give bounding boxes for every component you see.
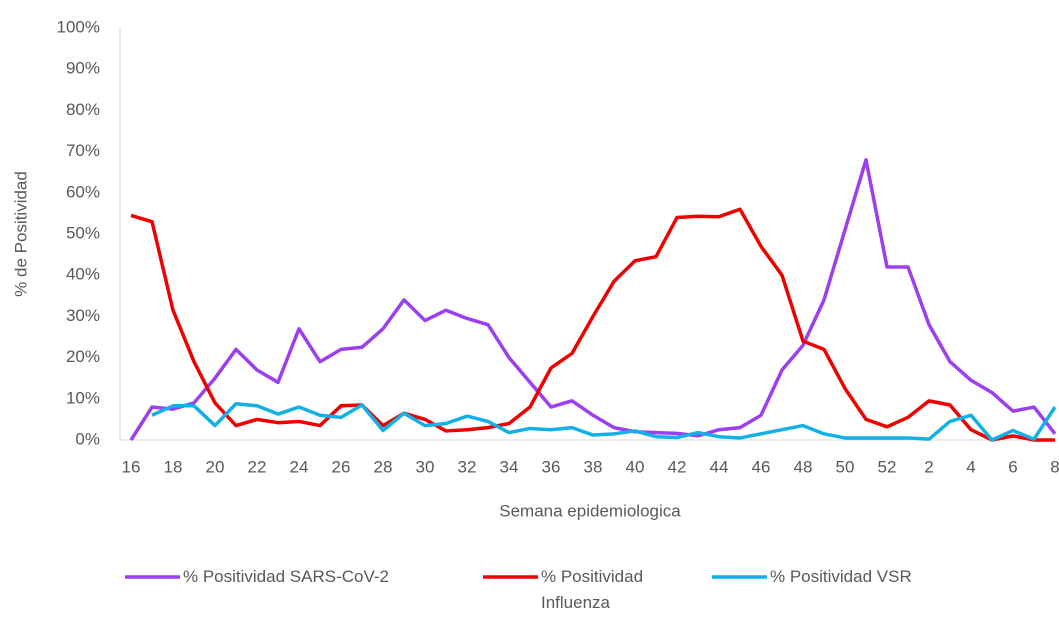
x-tick-label: 38 (584, 457, 603, 476)
y-tick-label: 0% (75, 429, 100, 448)
x-tick-label: 42 (668, 457, 687, 476)
y-tick-label: 20% (66, 347, 100, 366)
x-tick-label: 22 (248, 457, 267, 476)
y-tick-label: 80% (66, 100, 100, 119)
y-tick-label: 50% (66, 223, 100, 242)
x-tick-label: 4 (966, 457, 975, 476)
x-axis-title: Semana epidemiologica (499, 501, 681, 520)
x-tick-label: 26 (332, 457, 351, 476)
x-tick-label: 20 (206, 457, 225, 476)
x-tick-label: 8 (1050, 457, 1059, 476)
series-line (151, 401, 1057, 442)
x-tick-label: 16 (122, 457, 141, 476)
x-tick-label: 30 (416, 457, 435, 476)
y-tick-label: 90% (66, 59, 100, 78)
x-tick-label: 24 (290, 457, 309, 476)
y-tick-label: 40% (66, 265, 100, 284)
y-tick-label: 10% (66, 388, 100, 407)
series-line (129, 158, 1057, 441)
x-tick-label: 6 (1008, 457, 1017, 476)
x-tick-label: 2 (924, 457, 933, 476)
x-tick-label: 44 (710, 457, 729, 476)
x-tick-label: 40 (626, 457, 645, 476)
x-tick-label: 46 (752, 457, 771, 476)
legend-label: % Positividad SARS-CoV-2 (183, 567, 389, 586)
x-tick-label: 32 (458, 457, 477, 476)
x-tick-label: 36 (542, 457, 561, 476)
x-tick-label: 52 (878, 457, 897, 476)
y-tick-label: 30% (66, 306, 100, 325)
x-tick-label: 50 (836, 457, 855, 476)
x-tick-label: 18 (164, 457, 183, 476)
y-tick-label: 60% (66, 182, 100, 201)
y-axis-title: % de Positividad (11, 171, 30, 297)
x-tick-label: 28 (374, 457, 393, 476)
y-tick-label: 100% (57, 17, 100, 36)
series-line (130, 207, 1055, 442)
legend-label: % Positividad Influenza (541, 567, 644, 612)
legend-label: % Positividad VSR (770, 567, 912, 586)
y-tick-label: 70% (66, 141, 100, 160)
x-tick-label: 34 (500, 457, 519, 476)
x-tick-label: 48 (794, 457, 813, 476)
